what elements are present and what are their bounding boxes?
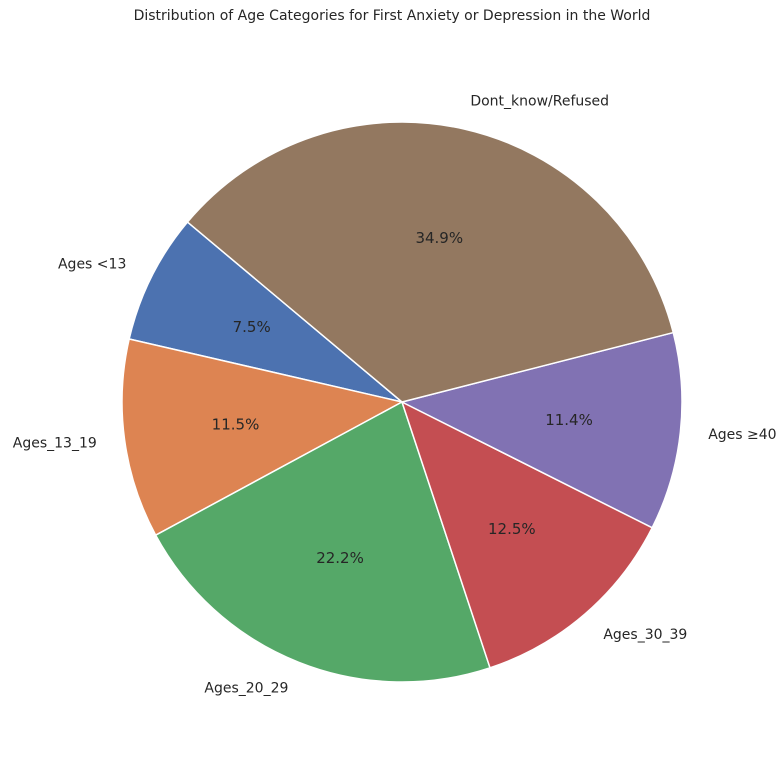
pie-slice-ages-ge40 (401, 331, 683, 529)
pie-slice-ages-lt13 (128, 221, 403, 403)
pie-slice-ages-30-39 (401, 401, 653, 669)
pie-category-label-dont-know-refused: Dont_know/Refused (470, 94, 609, 110)
pie-category-label-ages-30-39: Ages_30_39 (603, 627, 687, 643)
chart-title: Distribution of Age Categories for First… (133, 8, 651, 24)
pie-value-label-ages-20-29: 22.2% (316, 549, 364, 567)
pie-value-label-ages-ge40: 11.4% (545, 411, 593, 429)
pie-slice-dont-know-refused (186, 121, 675, 403)
pie-value-label-dont-know-refused: 34.9% (415, 229, 463, 247)
pie-slices (121, 121, 683, 683)
pie-category-label-ages-ge40: Ages ≥40 (708, 427, 776, 443)
pie-category-label-ages-lt13: Ages <13 (58, 257, 126, 273)
pie-category-label-ages-20-29: Ages_20_29 (204, 680, 288, 696)
pie-value-label-ages-13-19: 11.5% (212, 416, 260, 434)
pie-value-label-ages-lt13: 7.5% (233, 318, 271, 336)
pie-value-label-ages-30-39: 12.5% (488, 520, 536, 538)
pie-labels: 7.5% Ages <13 11.5% Ages_13_19 22.2% Ages_20_… (13, 94, 777, 697)
pie-category-label-ages-13-19: Ages_13_19 (13, 435, 97, 451)
pie-slice-ages-20-29 (154, 401, 491, 683)
pie-slice-ages-13-19 (121, 338, 403, 536)
